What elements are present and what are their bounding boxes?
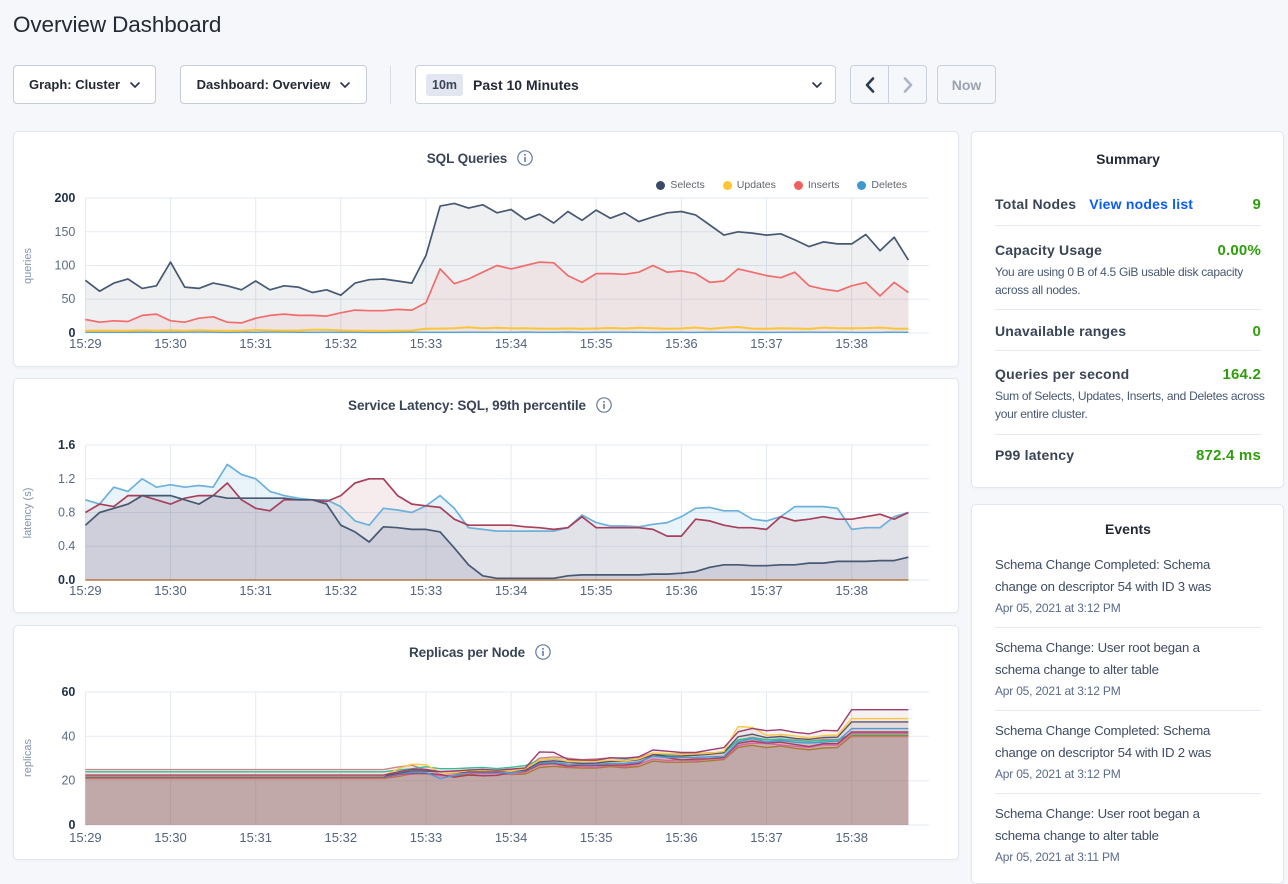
svg-text:15:36: 15:36: [665, 336, 698, 351]
svg-text:15:38: 15:38: [835, 830, 868, 845]
svg-text:15:29: 15:29: [69, 336, 102, 351]
svg-text:latency (s): latency (s): [22, 488, 34, 539]
svg-text:replicas: replicas: [22, 739, 34, 777]
svg-text:15:32: 15:32: [325, 830, 358, 845]
svg-text:0: 0: [68, 818, 75, 832]
svg-text:15:31: 15:31: [239, 583, 272, 598]
svg-text:1.2: 1.2: [58, 472, 75, 486]
svg-text:15:33: 15:33: [410, 583, 443, 598]
svg-text:15:31: 15:31: [239, 830, 272, 845]
svg-text:40: 40: [61, 729, 75, 743]
svg-text:150: 150: [55, 225, 76, 239]
svg-text:100: 100: [55, 259, 76, 273]
svg-text:15:36: 15:36: [665, 583, 698, 598]
svg-text:15:37: 15:37: [750, 830, 783, 845]
svg-text:15:31: 15:31: [239, 336, 272, 351]
svg-text:200: 200: [55, 191, 76, 205]
svg-text:15:38: 15:38: [835, 336, 868, 351]
svg-text:15:33: 15:33: [410, 336, 443, 351]
svg-text:50: 50: [61, 292, 75, 306]
svg-text:15:30: 15:30: [154, 336, 187, 351]
svg-text:20: 20: [61, 774, 75, 788]
svg-text:15:35: 15:35: [580, 336, 613, 351]
svg-text:15:35: 15:35: [580, 830, 613, 845]
svg-text:15:37: 15:37: [750, 336, 783, 351]
svg-text:15:37: 15:37: [750, 583, 783, 598]
svg-text:15:30: 15:30: [154, 830, 187, 845]
svg-text:0.4: 0.4: [58, 539, 75, 553]
svg-text:15:35: 15:35: [580, 583, 613, 598]
svg-text:15:33: 15:33: [410, 830, 443, 845]
svg-text:15:34: 15:34: [495, 336, 528, 351]
svg-text:15:29: 15:29: [69, 583, 102, 598]
svg-text:0: 0: [68, 326, 75, 340]
svg-text:15:34: 15:34: [495, 583, 528, 598]
svg-text:15:29: 15:29: [69, 830, 102, 845]
svg-text:15:32: 15:32: [325, 336, 358, 351]
svg-text:15:30: 15:30: [154, 583, 187, 598]
svg-text:0.0: 0.0: [58, 573, 75, 587]
svg-text:15:38: 15:38: [835, 583, 868, 598]
svg-text:60: 60: [61, 685, 75, 699]
svg-text:0.8: 0.8: [58, 506, 75, 520]
svg-text:15:36: 15:36: [665, 830, 698, 845]
svg-text:queries: queries: [22, 247, 34, 284]
svg-text:15:32: 15:32: [325, 583, 358, 598]
svg-text:1.6: 1.6: [58, 438, 75, 452]
svg-text:15:34: 15:34: [495, 830, 528, 845]
